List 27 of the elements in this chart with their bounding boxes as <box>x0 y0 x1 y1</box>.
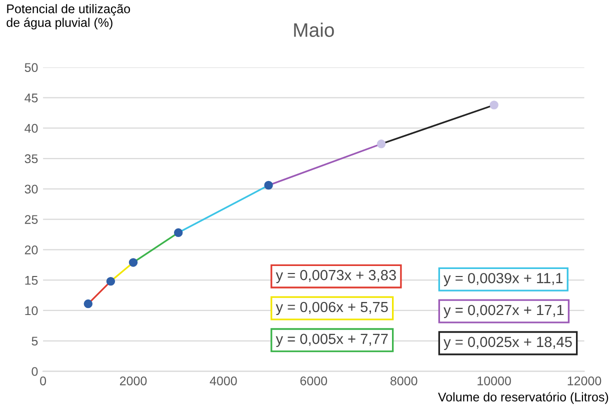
annotation: y = 0,0027x + 17,1 <box>444 304 564 318</box>
annotation: y = 0,0073x + 3,83 <box>276 270 396 284</box>
y-tick-label: 30 <box>24 184 38 194</box>
annotation: y = 0,0025x + 18,45 <box>444 336 572 350</box>
x-tick-label: 6000 <box>300 376 328 386</box>
chart-title: Maio <box>294 22 334 37</box>
y-tick-label: 20 <box>24 245 38 254</box>
annotation: y = 0,005x + 7,77 <box>276 334 388 347</box>
y-tick-label: 10 <box>25 306 38 316</box>
y-tick-label: 40 <box>24 124 38 133</box>
x-tick-label: 0 <box>40 376 46 386</box>
y-tick-label: 45 <box>24 94 38 102</box>
x-axis-title: Volume do reservatório (Litros) <box>438 392 608 404</box>
y-tick-label: 15 <box>25 276 38 285</box>
y-tick-label: 35 <box>24 154 38 164</box>
annotation: y = 0,006x + 5,75 <box>276 302 388 316</box>
y-axis-title: Potencial de utilização de água pluvial (%) <box>6 4 130 30</box>
y-tick-label: 25 <box>24 215 38 224</box>
y-tick-label: 5 <box>32 336 38 346</box>
x-tick-label: 2000 <box>120 376 147 386</box>
x-tick-label: 4000 <box>210 376 237 386</box>
y-tick-label: 50 <box>24 63 38 72</box>
x-tick-label: 8000 <box>390 376 418 386</box>
x-tick-label: 10000 <box>478 376 511 386</box>
annotation: y = 0,0039x + 11,1 <box>444 272 563 286</box>
y-tick-label: 0 <box>32 367 38 376</box>
x-tick-label: 12000 <box>568 376 602 386</box>
